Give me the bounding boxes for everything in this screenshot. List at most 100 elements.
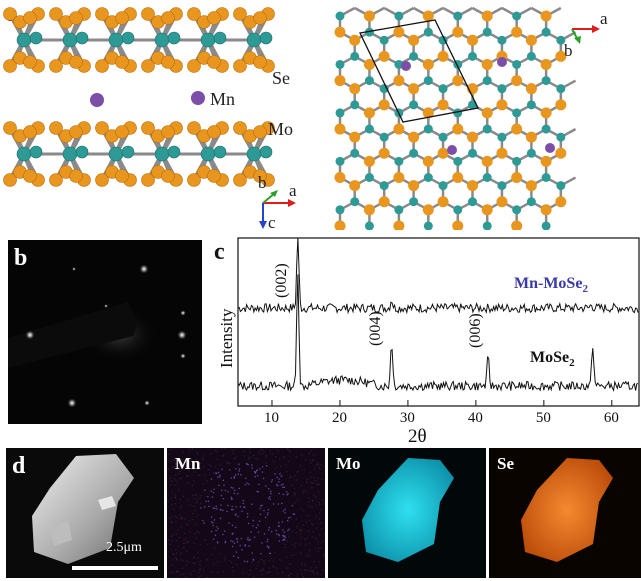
mo-atom: [16, 146, 32, 162]
mo-atom: [526, 51, 536, 61]
se-atom: [207, 169, 221, 183]
se-atom: [141, 173, 155, 187]
mn-speckle: [167, 448, 325, 578]
mo-atom: [75, 145, 89, 159]
mo-atom: [409, 51, 419, 61]
spot: [144, 400, 150, 406]
se-atom: [3, 121, 17, 135]
mo-atom: [108, 32, 124, 48]
se-atom: [525, 83, 537, 95]
spot: [177, 330, 187, 340]
mo-atom: [394, 11, 404, 21]
mo-atom: [246, 32, 262, 48]
mo-atom: [200, 32, 216, 48]
se-atom: [95, 173, 109, 187]
mo-atom: [246, 146, 262, 162]
mo-atom: [497, 84, 507, 94]
axis-label-b-top: b: [564, 41, 573, 60]
se-atom: [511, 172, 523, 183]
mo-atom: [512, 205, 522, 215]
mo-atom: [541, 124, 551, 134]
axis-label-a-top: a: [600, 9, 608, 28]
mo-atom: [335, 11, 345, 21]
se-atom: [23, 169, 37, 183]
mo-atom: [556, 84, 566, 94]
se-atom: [437, 50, 449, 62]
se-atom: [49, 173, 63, 187]
se-atom: [3, 7, 17, 21]
mo-atom: [364, 173, 374, 182]
se-atom: [555, 147, 567, 159]
mo-atom: [453, 11, 463, 21]
se-atom: [408, 34, 420, 46]
mo-atom: [541, 76, 551, 86]
se-atom: [349, 83, 361, 95]
se-atom: [422, 10, 434, 22]
se-atom: [334, 220, 346, 230]
mo-atom: [526, 148, 536, 158]
mo-atom: [409, 197, 419, 207]
se-atom: [23, 11, 37, 25]
mo-atom: [121, 31, 135, 45]
se-atom: [49, 59, 63, 73]
mo-atom: [335, 59, 345, 69]
se-atom: [467, 131, 479, 143]
se-atom: [95, 121, 109, 135]
se-atom: [496, 99, 508, 111]
x-tick-label: 30: [400, 410, 415, 426]
axis-triad-top: a b: [564, 9, 608, 60]
spot: [180, 310, 186, 316]
se-atom: [467, 180, 479, 192]
mo-atom: [75, 31, 89, 45]
scale-bar-label: 2.5μm: [106, 540, 142, 555]
se-atom: [253, 125, 267, 139]
se-atom: [161, 55, 175, 69]
label-mn: Mn: [210, 89, 235, 109]
mo-atom: [541, 221, 551, 230]
mo-atom: [556, 132, 566, 142]
mo-atom: [335, 205, 345, 215]
series-mose2: [237, 274, 639, 392]
se-flake: [521, 458, 613, 562]
mo-atom: [482, 27, 492, 37]
axis-label-c: c: [268, 213, 276, 230]
se-atom: [437, 147, 449, 159]
mo-atom: [497, 35, 507, 45]
x-tick-label: 20: [332, 410, 347, 426]
layer-top: [3, 7, 275, 73]
se-atom: [437, 99, 449, 111]
xrd-chart: 10 20 30 40 50 60 Intensity 2θ (002) (004) (0…: [217, 237, 640, 447]
se-atom: [49, 121, 63, 135]
se-atom: [555, 196, 567, 208]
se-atom: [511, 75, 523, 87]
mo-atom: [423, 221, 433, 230]
se-atom: [141, 121, 155, 135]
mo-atom: [364, 221, 374, 230]
se-atom: [115, 11, 129, 25]
mo-atom: [482, 76, 492, 86]
annotation-004: (004): [367, 311, 384, 346]
se-atom: [161, 169, 175, 183]
plot-frame: [237, 237, 640, 407]
se-atom: [393, 220, 405, 230]
diffraction-svg: [8, 264, 187, 408]
mo-atom: [453, 205, 463, 215]
se-atom: [49, 7, 63, 21]
se-atom: [378, 99, 390, 111]
se-atom: [525, 180, 537, 192]
se-atom: [187, 59, 201, 73]
se-atom: [555, 99, 567, 111]
eds-map-se: Se: [489, 448, 641, 578]
mo-atom: [213, 145, 227, 159]
unit-cell-outline: [359, 19, 479, 123]
se-atom: [69, 11, 83, 25]
se-atom: [393, 75, 405, 87]
mn-atom: [545, 143, 555, 153]
mo-atom: [438, 84, 448, 94]
se-atom: [3, 59, 17, 73]
se-atom: [363, 107, 375, 119]
sem-image: 2.5μm: [6, 448, 164, 578]
mo-atom: [350, 148, 360, 158]
mo-atom: [556, 35, 566, 45]
mo-atom: [512, 156, 522, 166]
